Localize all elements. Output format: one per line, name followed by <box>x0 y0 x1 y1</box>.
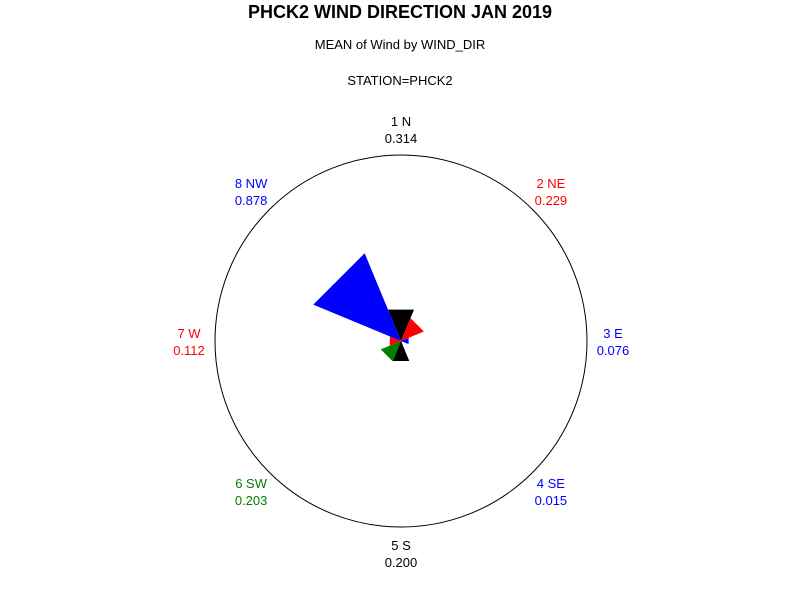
slice-7-w <box>389 336 401 346</box>
slice-2-ne <box>401 318 424 341</box>
direction-label-6-sw: 6 SW <box>235 476 268 491</box>
direction-label-7-w: 7 W <box>177 326 201 341</box>
outer-circle <box>214 154 588 528</box>
direction-label-4-se: 4 SE <box>537 476 566 491</box>
direction-value-2-ne: 0.229 <box>535 193 568 208</box>
chart-subtitle: MEAN of Wind by WIND_DIR <box>314 37 486 52</box>
direction-label-5-s: 5 S <box>391 538 411 553</box>
direction-label-2-ne: 2 NE <box>536 176 565 191</box>
labels-group: 1 N 0.314 2 NE 0.229 3 E 0.076 4 SE 0.015 5 S 0.2… <box>173 114 629 570</box>
direction-value-7-w: 0.112 <box>173 343 205 358</box>
slice-1-n <box>388 309 414 341</box>
direction-value-8-nw: 0.878 <box>235 193 268 208</box>
chart-title: PHCK2 WIND DIRECTION JAN 2019 <box>247 2 553 22</box>
slice-4-se <box>401 341 403 343</box>
direction-label-1-n: 1 N <box>391 114 411 129</box>
direction-value-3-e: 0.076 <box>597 343 630 358</box>
slice-3-e <box>401 337 409 345</box>
slice-8-nw <box>313 253 401 341</box>
direction-value-6-sw: 0.203 <box>235 493 268 508</box>
direction-label-3-e: 3 E <box>603 326 623 341</box>
slice-6-sw <box>380 341 401 362</box>
slice-5-s <box>392 341 410 361</box>
slices-group <box>313 253 424 362</box>
direction-value-5-s: 0.200 <box>385 555 418 570</box>
station-label: STATION=PHCK2 <box>347 73 453 88</box>
direction-label-8-nw: 8 NW <box>235 176 268 191</box>
direction-value-4-se: 0.015 <box>535 493 568 508</box>
direction-value-1-n: 0.314 <box>385 131 418 146</box>
